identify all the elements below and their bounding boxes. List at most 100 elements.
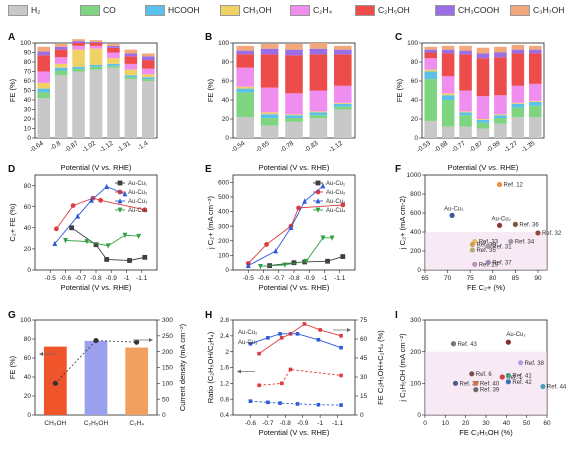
scatter-point-F (485, 259, 491, 265)
bar-segment-A (124, 69, 138, 76)
bar-segment-A (37, 55, 50, 72)
point-label-I: Ref. 43 (457, 342, 477, 348)
bar-segment-A (124, 53, 138, 57)
bar-segment-C (459, 126, 472, 138)
legend-text-E: Au-Cu₂ (326, 190, 346, 196)
bar-segment-B (236, 67, 254, 87)
data-point-E (288, 224, 294, 231)
scatter-point-F (535, 230, 541, 236)
data-point-D (75, 213, 81, 219)
bar-segment-B (334, 54, 352, 86)
annotation-H: Au-Cu₂ (238, 330, 258, 336)
highlight-band-I (425, 351, 547, 415)
x-tick-label: 40 (503, 420, 511, 427)
bar-segment-C (424, 69, 437, 72)
bar-segment-C (441, 49, 455, 54)
x-tick-label: -1 (322, 275, 328, 282)
data-point-D (136, 233, 142, 240)
data-point-E (302, 259, 308, 265)
bar-segment-A (54, 70, 68, 76)
y-tick-label: 0 (417, 412, 421, 419)
bar-segment-B (309, 48, 328, 55)
y-tick-label: 400 (218, 209, 229, 216)
data-point-E (296, 205, 301, 211)
y-tick-label: 20 (24, 116, 32, 123)
y-tick-label: 45 (360, 355, 368, 362)
bar-segment-A (142, 74, 155, 78)
y-tick-label: 100 (410, 381, 421, 388)
bar-segment-C (476, 122, 490, 129)
y-tick-label: 400 (410, 229, 421, 236)
x-tick-label: -0.7 (273, 275, 285, 282)
bar-segment-B (260, 43, 279, 49)
point-label-F: Ref. 35 (476, 248, 496, 254)
bar-segment-C (529, 53, 542, 84)
point-label-F: Ref. 12 (504, 183, 524, 189)
data-point-E (303, 258, 309, 265)
arrow-head-left-H (237, 369, 241, 374)
bar-segment-C (476, 58, 490, 97)
y-tick-label: 20 (222, 116, 230, 123)
point-label-F: Ref. 37 (492, 260, 512, 266)
bar-segment-A (89, 45, 103, 49)
legend-item-2: HCOOH (145, 5, 200, 17)
legend-label: C₃H₇OH (533, 5, 565, 15)
legend-swatch (355, 5, 375, 17)
bar-segment-C (441, 100, 455, 127)
bar-segment-B (334, 109, 352, 138)
x-tick-label: -0.65 (255, 140, 271, 154)
x-tick-label: -0.6 (60, 275, 72, 282)
legend-label: CH₃OH (243, 5, 272, 15)
bar-segment-B (334, 102, 352, 104)
data-point-H (339, 345, 343, 350)
bar-segment-A (89, 66, 103, 70)
x-tick-label: -0.83 (303, 140, 319, 154)
bar-segment-C (494, 123, 507, 138)
y-tick-label: 2 (225, 349, 229, 356)
y-tick-label: 60 (360, 336, 368, 343)
data-point-E (258, 263, 263, 270)
y-tick-label: 50 (24, 88, 32, 95)
x-tick-label: -0.9 (106, 275, 118, 282)
bar-segment-A (37, 82, 50, 89)
series-line-D (54, 186, 126, 244)
y-tick-label: 80 (222, 59, 230, 66)
bar-segment-C (424, 79, 437, 121)
y-tick-label: 40 (24, 374, 32, 381)
point-label-F: Ref. 33 (479, 240, 499, 246)
bar-segment-C (424, 58, 437, 70)
bar-segment-C (529, 105, 542, 118)
y-axis-label-F: j C₂+ (mA cm-2) (398, 195, 407, 250)
bar-segment-B (309, 118, 328, 138)
scatter-point-I (540, 383, 546, 390)
bar-segment-A (107, 63, 120, 66)
scatter-point-I (473, 380, 479, 386)
bar-segment-C (424, 120, 437, 138)
bar-segment-A (142, 77, 155, 80)
y-axis-label-D: C₂+ FE (%) (8, 203, 17, 242)
bar-segment-A (72, 43, 85, 46)
data-point-E (302, 198, 308, 204)
legend-marker (117, 198, 123, 204)
x-tick-label: -1.12 (98, 140, 114, 154)
bar-segment-A (124, 49, 138, 54)
legend-text-D: Au-Cu₄ (128, 208, 148, 214)
y-tick-label: 100 (20, 317, 31, 324)
data-point-D (105, 243, 111, 249)
point-label-F: Ref. 36 (519, 222, 539, 228)
x-tick-label: -0.5 (45, 275, 57, 282)
scatter-point-F (485, 243, 491, 249)
data-point-E (329, 235, 335, 241)
bar-segment-B (309, 112, 328, 116)
bar-segment-C (476, 119, 490, 123)
scatter-point-F (469, 247, 476, 253)
data-point-D (52, 240, 58, 247)
point-label-F: Ref. 34 (515, 240, 535, 246)
data-point-H (339, 334, 343, 338)
x-tick-label: -1.12 (328, 140, 344, 154)
x-axis-label-C: Potential (V vs. RHE) (448, 163, 519, 172)
data-point-H (266, 336, 270, 340)
data-point-H (339, 373, 343, 378)
bar-segment-C (459, 90, 472, 112)
